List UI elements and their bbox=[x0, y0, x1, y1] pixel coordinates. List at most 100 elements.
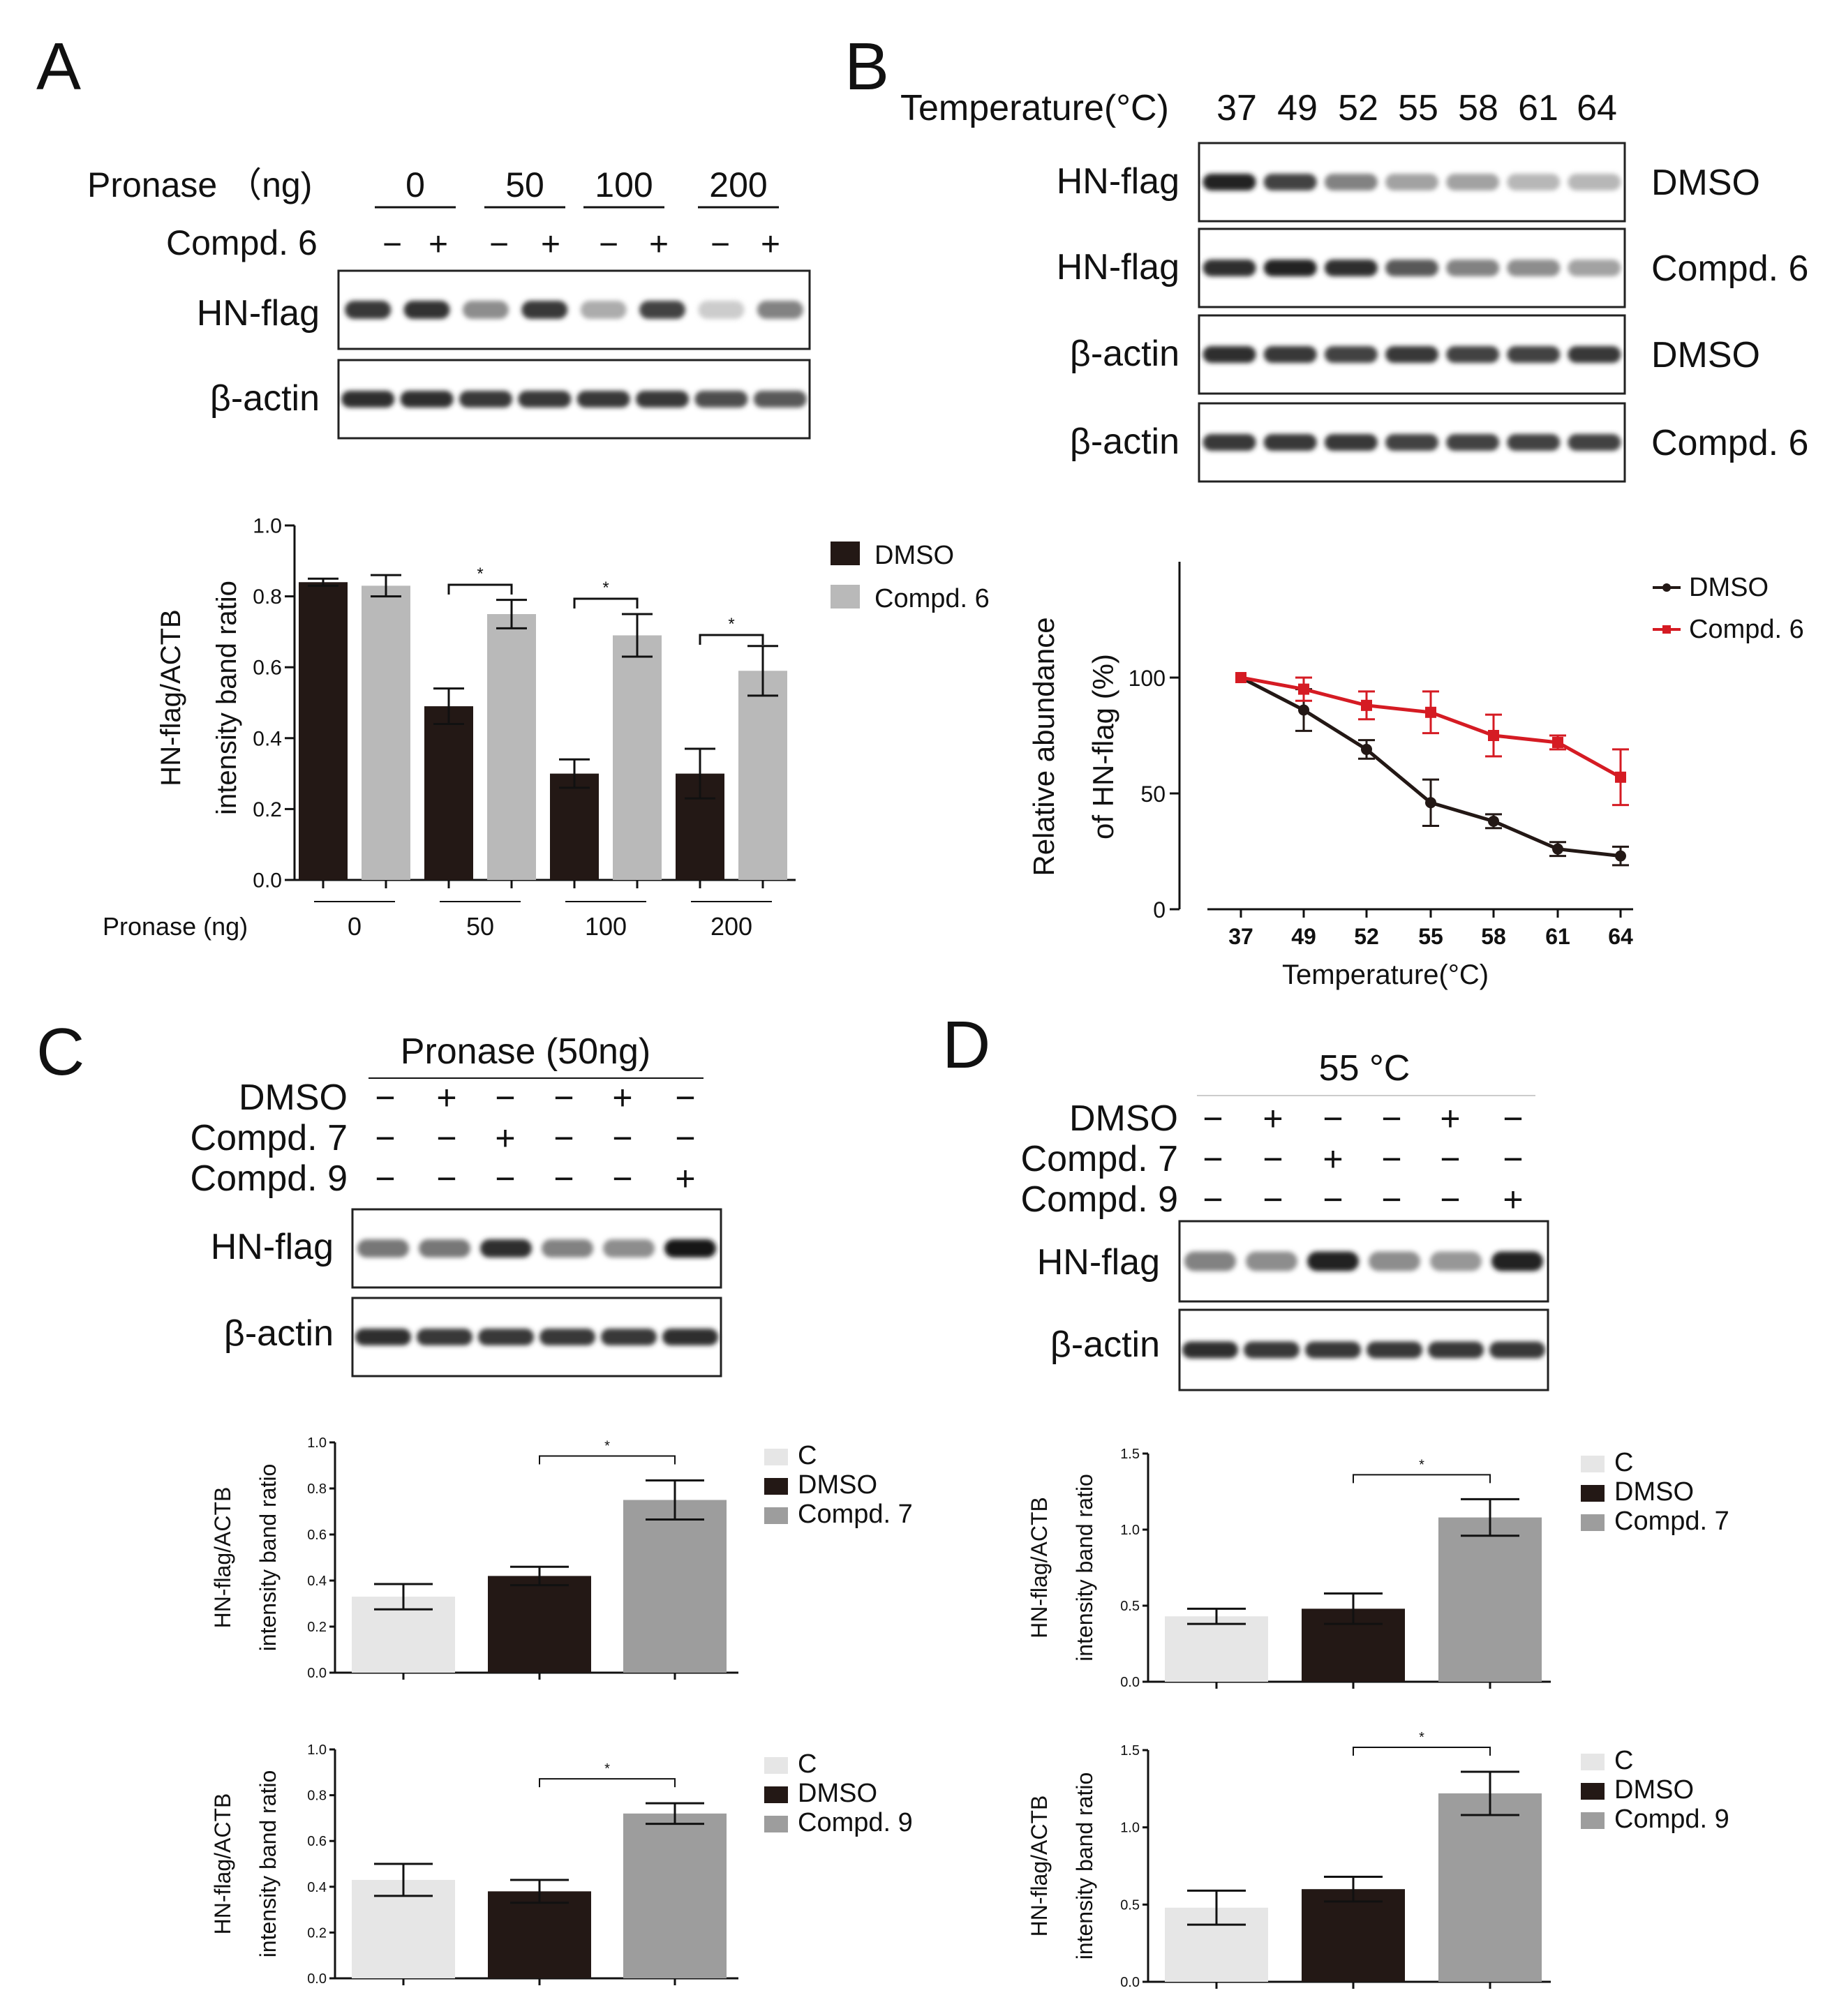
treatment-matrix: DMSO − + − − + −Compd. 7− − + − − −Compd. 9− − − − − + bbox=[191, 1077, 696, 1199]
beta-actin-blot-d bbox=[1178, 1308, 1549, 1391]
y-tick-label: 0.0 bbox=[1120, 1975, 1140, 1990]
blot-images-c bbox=[351, 1208, 722, 1377]
thermal-blot-label: HN-flag bbox=[1057, 247, 1179, 288]
point-dmso bbox=[1488, 815, 1499, 827]
y-tick-label: 1.0 bbox=[1120, 1821, 1140, 1836]
x-category-label: 200 bbox=[710, 912, 752, 941]
temperature-55c-header: 55 °C bbox=[1319, 1048, 1410, 1089]
legend-marker-compd6 bbox=[1662, 625, 1671, 634]
x-tick-label: 37 bbox=[1228, 924, 1253, 949]
blot-band bbox=[521, 301, 568, 319]
treatment-sign: − bbox=[1381, 1180, 1401, 1219]
blot-band bbox=[1507, 174, 1561, 191]
bar-compd-9 bbox=[1438, 1793, 1542, 1982]
treatment-sign: − bbox=[1203, 1140, 1223, 1179]
blot-band bbox=[1428, 1341, 1484, 1359]
legend-dmso: DMSO bbox=[874, 541, 954, 570]
point-dmso bbox=[1425, 797, 1436, 809]
legend-swatch bbox=[1581, 1812, 1605, 1829]
compd-sign: + bbox=[541, 226, 560, 263]
treatment-sign: − bbox=[1323, 1099, 1343, 1138]
blot-band bbox=[417, 1329, 472, 1345]
x-tick-label: 64 bbox=[1608, 924, 1633, 949]
y-axis-title-1: HN-flag/ACTB bbox=[210, 1793, 235, 1935]
thermal-blot-condition: Compd. 6 bbox=[1651, 423, 1808, 463]
pronase-group-label: 50 bbox=[505, 165, 544, 204]
temperature-value: 64 bbox=[1577, 88, 1617, 128]
legend-swatch bbox=[1581, 1485, 1605, 1502]
chart-b-line: 0 50 100 37 49 52 55 58 61 64 Temperature(°C) Relat… bbox=[1027, 562, 1633, 990]
x-category-label: 100 bbox=[585, 912, 627, 941]
blot-band bbox=[419, 1239, 470, 1257]
blot-band bbox=[636, 391, 690, 408]
point-dmso bbox=[1615, 850, 1626, 862]
blot-band bbox=[603, 1239, 655, 1257]
legend-label: C bbox=[798, 1441, 817, 1470]
x-category-label: 50 bbox=[466, 912, 494, 941]
pronase-group-label: 100 bbox=[595, 165, 653, 204]
blot-band bbox=[480, 1239, 532, 1257]
blot-band bbox=[1385, 174, 1438, 191]
thermal-blot-label: β-actin bbox=[1070, 421, 1179, 462]
bar-compd-9 bbox=[623, 1813, 727, 1978]
pronase-group-label: 0 bbox=[405, 165, 425, 204]
legend-swatch bbox=[764, 1478, 788, 1495]
temperature-value: 61 bbox=[1518, 88, 1558, 128]
blot-band bbox=[1324, 174, 1378, 191]
legend-compd6: Compd. 6 bbox=[874, 584, 990, 613]
panel-c-letter: C bbox=[36, 1015, 84, 1089]
pronase-50ng-header: Pronase (50ng) bbox=[401, 1031, 650, 1072]
bar-compd-6-100 bbox=[613, 635, 662, 880]
temperature-value: 55 bbox=[1398, 88, 1438, 128]
x-tick-label: 58 bbox=[1481, 924, 1506, 949]
thermal-blot-1 bbox=[1198, 227, 1626, 308]
temperature-value: 49 bbox=[1277, 88, 1318, 128]
blot-band bbox=[345, 301, 392, 319]
blot-band bbox=[478, 1329, 534, 1345]
blot-images-d bbox=[1178, 1220, 1549, 1391]
pronase-label: Pronase （ng) bbox=[87, 165, 312, 204]
blot-band bbox=[694, 391, 748, 408]
legend-swatch bbox=[1581, 1514, 1605, 1531]
blot-row-label-hn-flag-d: HN-flag bbox=[1037, 1242, 1160, 1283]
hn-flag-blot-c bbox=[351, 1208, 722, 1289]
treatment-sign: − bbox=[1440, 1180, 1460, 1219]
compd-sign: + bbox=[429, 226, 448, 263]
panel-d-letter: D bbox=[942, 1008, 990, 1082]
panel-a-letter: A bbox=[36, 29, 81, 104]
chart-d-top: 0.0 0.5 1.0 1.5 * HN-flag/ACTB intensity band … bbox=[1027, 1447, 1729, 1690]
thermal-blot-label: HN-flag bbox=[1057, 161, 1179, 202]
treatment-sign: + bbox=[612, 1078, 632, 1117]
blot-band bbox=[1507, 346, 1561, 363]
blot-band bbox=[462, 301, 509, 319]
treatment-sign: − bbox=[553, 1078, 574, 1117]
treatment-label: Compd. 9 bbox=[1021, 1179, 1178, 1220]
treatment-label: Compd. 9 bbox=[191, 1158, 348, 1199]
thermal-blot-3 bbox=[1198, 402, 1626, 483]
y-tick-label: 1.5 bbox=[1120, 1743, 1140, 1759]
blot-band bbox=[1507, 260, 1561, 276]
blot-band bbox=[1305, 1341, 1361, 1359]
pronase-group-labels: 0 50 100 200 bbox=[375, 165, 779, 209]
point-compd6 bbox=[1552, 736, 1563, 748]
blot-band bbox=[459, 391, 512, 408]
significance-star: * bbox=[477, 565, 483, 583]
y-tick-label: 0.8 bbox=[307, 1481, 327, 1497]
y-tick-label: 0.5 bbox=[1120, 1599, 1140, 1614]
legend-dmso-b: DMSO bbox=[1689, 573, 1769, 602]
y-tick-label: 1.0 bbox=[307, 1742, 327, 1758]
chart-d-bottom: 0.0 0.5 1.0 1.5 * HN-flag/ACTB intensity band … bbox=[1027, 1730, 1729, 1990]
blot-band bbox=[1430, 1251, 1482, 1271]
blot-band bbox=[1203, 434, 1256, 451]
temperature-label: Temperature(°C) bbox=[900, 88, 1169, 128]
y-tick-label: 0.2 bbox=[307, 1620, 327, 1635]
legend-label: DMSO bbox=[1614, 1477, 1694, 1507]
y-axis-title-2: intensity band ratio bbox=[1072, 1772, 1097, 1960]
point-compd6 bbox=[1361, 699, 1372, 711]
treatment-label: Compd. 7 bbox=[1021, 1139, 1178, 1179]
blot-band bbox=[1263, 174, 1317, 191]
blot-band bbox=[1324, 260, 1378, 276]
blot-band bbox=[539, 1329, 595, 1345]
bar-dmso-0 bbox=[299, 582, 348, 880]
treatment-sign: − bbox=[1503, 1140, 1523, 1179]
